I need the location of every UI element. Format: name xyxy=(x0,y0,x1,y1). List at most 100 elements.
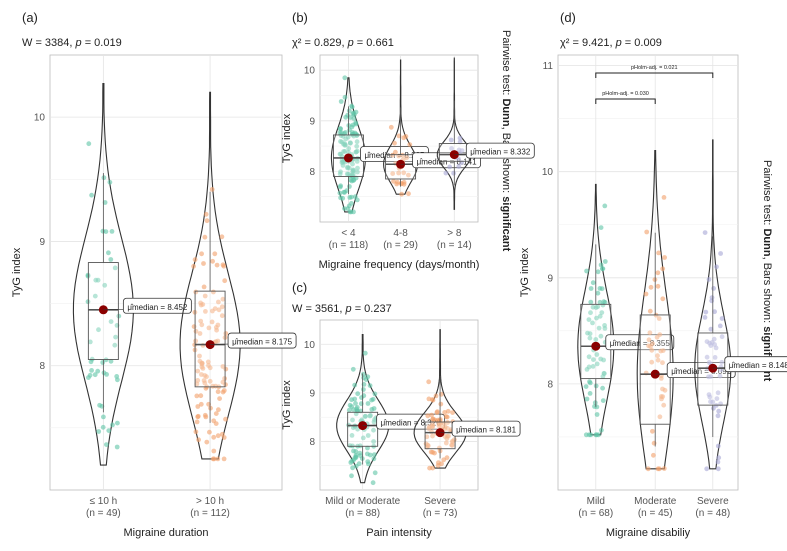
data-point xyxy=(661,195,667,200)
data-point xyxy=(706,374,711,380)
data-point xyxy=(435,463,441,468)
data-point xyxy=(101,414,106,420)
y-tick-label: 8 xyxy=(547,379,553,390)
data-point xyxy=(649,347,655,353)
panel-c-label: (c) xyxy=(292,280,307,295)
data-point xyxy=(388,124,394,130)
y-tick-label: 9 xyxy=(309,116,315,127)
y-axis-title: TyG index xyxy=(281,380,293,430)
data-point xyxy=(598,333,604,339)
data-point xyxy=(221,388,227,393)
y-tick-label: 8 xyxy=(39,361,45,372)
label-connector xyxy=(210,343,229,345)
data-point xyxy=(710,399,716,405)
data-point xyxy=(348,177,353,183)
data-point xyxy=(353,463,359,469)
data-point xyxy=(449,442,454,448)
data-point xyxy=(200,366,206,371)
label-connector xyxy=(655,373,668,375)
data-point xyxy=(202,293,208,299)
data-point xyxy=(223,366,229,372)
data-point xyxy=(371,439,376,444)
y-tick-label: 8 xyxy=(309,437,315,448)
x-tick-label: Severe xyxy=(424,496,456,507)
data-point xyxy=(662,387,668,393)
data-point xyxy=(347,184,352,189)
y-tick-label: 10 xyxy=(304,340,316,351)
data-point xyxy=(715,390,721,396)
data-point xyxy=(602,203,608,209)
data-point xyxy=(711,405,716,411)
x-tick-label: ≤ 10 h xyxy=(89,496,117,507)
data-point xyxy=(396,170,401,176)
data-point xyxy=(223,416,228,422)
data-point xyxy=(101,175,107,181)
data-point xyxy=(426,426,432,431)
data-point xyxy=(351,407,356,412)
data-point xyxy=(656,250,661,256)
y-tick-label: 9 xyxy=(547,273,553,284)
data-point xyxy=(206,325,212,331)
median-label-box xyxy=(451,420,521,437)
data-point xyxy=(339,139,345,145)
data-point xyxy=(210,258,216,264)
group-2: Severe(n = 48) μ̂median = 8.148 xyxy=(694,139,787,519)
x-axis-title: Migraine disabiliy xyxy=(606,527,691,539)
data-point xyxy=(660,360,665,366)
data-point xyxy=(599,266,605,272)
data-point xyxy=(338,195,343,201)
data-point xyxy=(390,171,396,177)
data-point xyxy=(219,304,225,310)
data-point xyxy=(398,181,404,187)
data-point xyxy=(361,387,366,392)
data-point xyxy=(401,170,407,176)
data-point xyxy=(451,170,456,176)
data-point xyxy=(584,268,589,274)
data-point xyxy=(193,338,199,344)
x-tick-n-label: (n = 73) xyxy=(423,508,458,519)
median-label-box xyxy=(227,332,297,349)
label-connector xyxy=(103,308,124,311)
data-point xyxy=(106,250,111,256)
data-point xyxy=(350,417,355,423)
x-tick-n-label: (n = 112) xyxy=(190,508,230,519)
data-point xyxy=(372,452,377,457)
data-point xyxy=(354,143,360,149)
data-point xyxy=(353,121,359,127)
data-point xyxy=(202,412,208,418)
data-point xyxy=(194,393,200,399)
data-point xyxy=(661,402,667,408)
data-point xyxy=(355,165,360,171)
data-point xyxy=(651,452,656,458)
data-point xyxy=(430,433,435,439)
data-point xyxy=(365,401,371,406)
data-point xyxy=(191,263,197,269)
data-point xyxy=(207,378,213,384)
y-tick-label: 8 xyxy=(309,167,315,178)
data-point xyxy=(108,358,114,364)
data-point xyxy=(217,396,223,401)
data-point xyxy=(647,330,653,336)
data-point xyxy=(349,473,354,479)
data-point xyxy=(711,286,716,291)
data-point xyxy=(586,317,592,322)
data-point xyxy=(365,451,370,457)
median-label-box xyxy=(122,297,192,314)
data-point xyxy=(424,434,430,440)
y-tick-label: 10 xyxy=(34,113,46,124)
data-point xyxy=(712,355,718,360)
data-point xyxy=(595,304,601,310)
data-point xyxy=(450,410,455,415)
data-point xyxy=(702,230,708,236)
x-tick-label: Moderate xyxy=(634,496,677,507)
data-point xyxy=(349,433,355,438)
data-point xyxy=(367,383,373,388)
data-point xyxy=(709,295,715,300)
data-point xyxy=(96,327,101,333)
data-point xyxy=(198,300,204,306)
data-point xyxy=(223,331,229,336)
pairwise-bar xyxy=(595,98,656,104)
data-point xyxy=(92,293,98,299)
data-point xyxy=(87,339,93,345)
data-point xyxy=(588,299,594,305)
